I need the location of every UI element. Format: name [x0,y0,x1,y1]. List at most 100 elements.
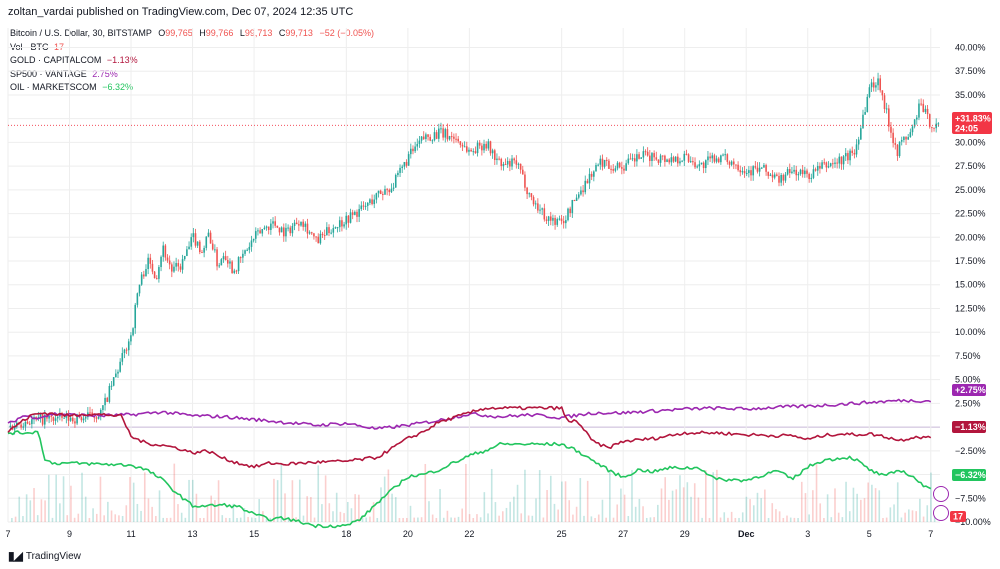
volume-bar [557,509,559,522]
btc-candle [438,128,440,139]
btc-candle [577,194,580,198]
btc-candle [401,166,404,168]
oil-value: −6.32% [102,82,133,92]
btc-candle [900,139,903,142]
volume-bar [601,499,604,522]
btc-candle [743,171,746,174]
volume-bar [276,480,279,522]
btc-candle [54,418,57,421]
volume-bar [44,500,46,522]
y-tick-label: 25.00% [955,185,986,195]
btc-candle [270,223,272,230]
volume-bar [243,508,246,522]
btc-candle [9,425,12,428]
volume-bar [214,500,216,522]
btc-candle [545,219,548,221]
volume-bar [191,479,194,522]
legend-oil-row[interactable]: OIL · MARKETSCOM −6.32% [10,81,374,95]
btc-candle [74,421,76,424]
volume-bar [339,511,342,522]
volume-bar [317,465,320,522]
btc-candle [450,136,453,138]
btc-candle [263,227,266,230]
btc-candle [410,148,412,155]
btc-candle [610,168,612,170]
sp500-tag-label: +2.75% [955,385,986,395]
btc-candle [356,211,358,217]
y-tick-label: 2.50% [955,398,981,408]
btc-candle [112,377,115,386]
compare-settings-icon[interactable] [933,486,949,502]
btc-candle [282,227,285,237]
volume-bar [409,505,412,522]
time-axis[interactable]: 7 9 11 13 15 18 20 22 25 27 29 Dec 3 5 7 [5,529,933,539]
btc-candle [829,163,832,167]
y-tick-label: 37.50% [955,66,986,76]
btc-candle [560,218,563,222]
btc-candle [173,266,175,272]
btc-candle [907,137,909,140]
btc-candle [922,103,925,112]
x-tick-label: 22 [464,529,474,539]
volume-bar [239,517,242,522]
y-tick-label: 10.00% [955,327,986,337]
x-tick-label: 9 [67,529,72,539]
volume-bar [612,517,615,522]
btc-candle [373,199,376,205]
btc-candle [186,249,188,256]
btc-candle [597,164,599,166]
publish-info: zoltan_vardai published on TradingView.c… [8,6,354,18]
volume-bar [321,504,323,522]
btc-candle [375,193,378,200]
btc-candle [679,161,681,164]
btc-candle [793,169,795,172]
volume-bar [815,464,818,522]
btc-candle [928,114,931,127]
btc-candle [418,140,421,144]
btc-candle [155,278,158,280]
btc-candle [849,150,851,161]
btc-candle [229,261,231,264]
btc-candle [735,164,737,166]
btc-candle [160,256,162,268]
legend-vol-row[interactable]: Vol · BTC 17 [10,41,374,55]
btc-candle [595,165,597,172]
legend-sp500-row[interactable]: SP500 · VANTAGE 2.75% [10,68,374,82]
btc-candle [601,158,604,167]
btc-candle [37,416,40,418]
btc-candle [218,265,220,267]
volume-bar [834,488,836,522]
btc-candle [483,143,485,151]
volume-bar [11,518,13,522]
volume-bar [468,514,471,522]
btc-candle [784,174,787,181]
btc-candle [440,128,442,130]
legend-gold-row[interactable]: GOLD · CAPITALCOM −1.13% [10,54,374,68]
btc-candle [194,233,197,246]
volume-bar [908,509,910,522]
volume-bar [166,517,168,522]
volume-bar [258,499,260,522]
volume-bar [132,482,135,522]
btc-candle [125,349,128,351]
indicator-settings-icon[interactable] [933,505,949,521]
btc-candle [429,136,431,141]
btc-candle [558,218,561,220]
btc-candle [584,180,587,193]
volume-bar [756,492,759,522]
btc-candle [646,151,649,156]
volume-bar [236,517,238,522]
btc-candle [782,174,785,181]
btc-candle [61,413,63,418]
btc-candle [614,168,617,171]
btc-candle [532,197,535,205]
volume-bar [350,508,353,522]
volume-bar [376,517,379,522]
volume-bar [712,472,714,522]
btc-candle [659,155,662,163]
btc-candle [181,259,184,270]
volume-bar [697,497,700,522]
volume-bar [767,517,770,522]
btc-candle [162,245,165,257]
